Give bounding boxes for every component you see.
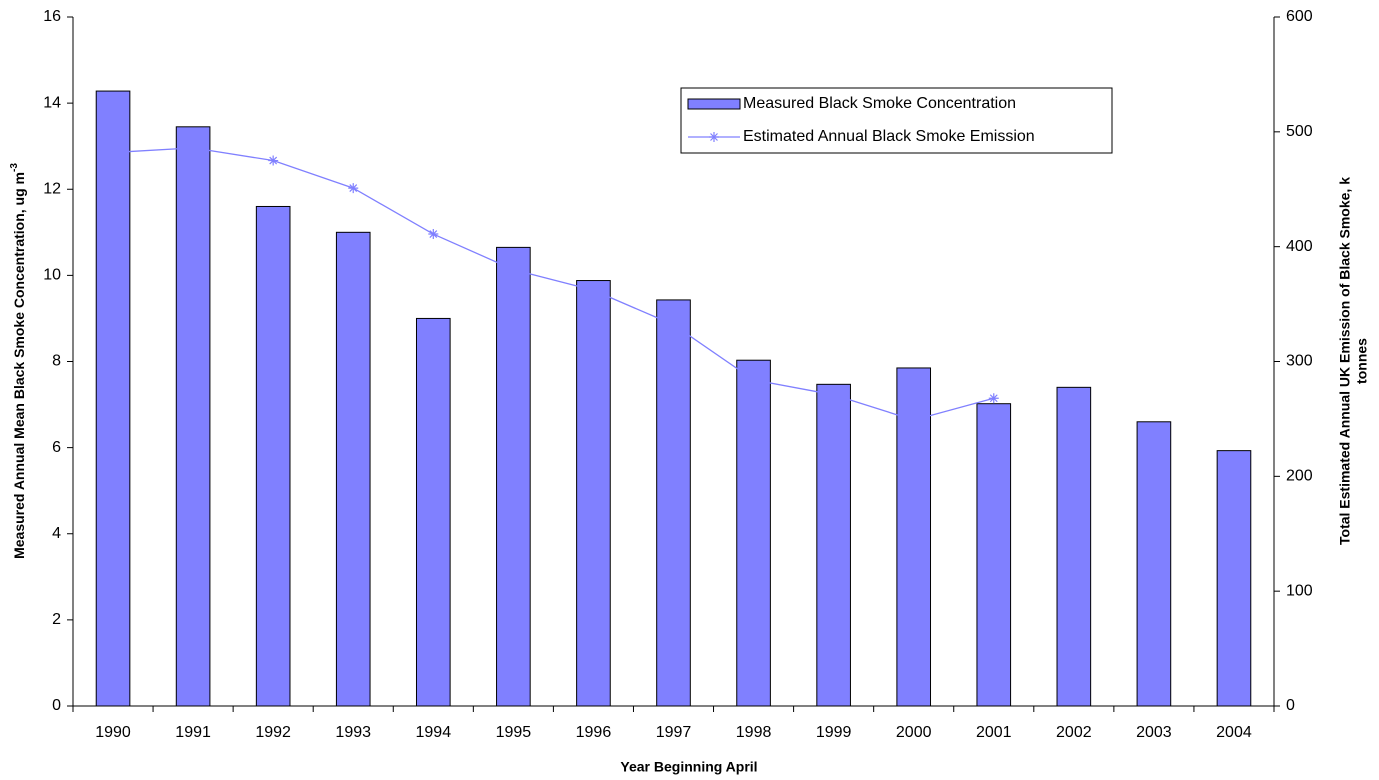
legend-label: Measured Black Smoke Concentration xyxy=(743,95,1016,112)
x-tick-label: 1992 xyxy=(255,724,291,741)
y-axis-label: Measured Annual Mean Black Smoke Concent… xyxy=(9,163,27,559)
y-tick-label: 2 xyxy=(52,611,61,628)
line-marker xyxy=(748,374,759,385)
y-tick-label: 0 xyxy=(52,697,61,714)
x-axis-label: Year Beginning April xyxy=(620,759,757,775)
x-tick-label: 2004 xyxy=(1216,724,1252,741)
y2-tick-label: 200 xyxy=(1286,468,1313,485)
line-marker xyxy=(988,393,999,404)
line-marker xyxy=(108,147,119,158)
bar xyxy=(1136,421,1172,707)
y2-axis-label: Total Estimated Annual UK Emission of Bl… xyxy=(1337,177,1353,545)
bar xyxy=(335,231,371,707)
line-marker xyxy=(268,155,279,166)
y-axis-label-text: Measured Annual Mean Black Smoke Concent… xyxy=(11,172,27,559)
bar xyxy=(496,246,531,707)
bar xyxy=(816,383,851,707)
y2-tick-label: 600 xyxy=(1286,8,1313,25)
x-tick-label: 2000 xyxy=(896,724,932,741)
bar xyxy=(656,299,691,707)
y2-tick-label: 400 xyxy=(1286,238,1313,255)
y-tick-label: 8 xyxy=(52,353,61,370)
y-tick-label: 12 xyxy=(43,180,61,197)
y-tick-label: 16 xyxy=(43,8,61,25)
line xyxy=(112,147,994,421)
bar xyxy=(95,90,131,707)
y-tick-label: 4 xyxy=(52,525,61,542)
legend-label: Estimated Annual Black Smoke Emission xyxy=(743,128,1035,145)
x-tick-label: 1998 xyxy=(736,724,772,741)
y2-tick-label: 500 xyxy=(1286,123,1313,140)
bar xyxy=(576,280,611,707)
x-tick-label: 1990 xyxy=(95,724,131,741)
line-marker xyxy=(188,142,199,153)
y2-tick-label: 300 xyxy=(1286,353,1313,370)
y2-tick-label: 100 xyxy=(1286,582,1313,599)
x-tick-label: 1999 xyxy=(816,724,852,741)
x-tick-label: 2002 xyxy=(1056,724,1092,741)
bar xyxy=(1216,450,1252,707)
line-marker xyxy=(508,264,519,275)
x-tick-label: 1991 xyxy=(175,724,211,741)
bar xyxy=(976,403,1012,707)
line-marker xyxy=(588,285,599,296)
x-tick-label: 1994 xyxy=(416,724,452,741)
x-tick-label: 1997 xyxy=(656,724,692,741)
line-marker xyxy=(908,415,919,426)
bar xyxy=(415,317,451,707)
bar xyxy=(255,205,291,707)
x-tick-label: 1993 xyxy=(335,724,371,741)
line-marker xyxy=(709,132,719,142)
x-tick-label: 1995 xyxy=(496,724,532,741)
legend-box xyxy=(680,87,1113,154)
line-marker xyxy=(428,229,439,240)
bar xyxy=(1056,386,1092,707)
line-marker xyxy=(348,183,359,194)
legend: Measured Black Smoke Concentration Estima… xyxy=(680,87,1113,154)
bar xyxy=(175,126,211,707)
y-tick-label: 10 xyxy=(43,267,61,284)
x-tick-label: 2001 xyxy=(976,724,1012,741)
y2-tick-label: 0 xyxy=(1286,697,1295,714)
y-axis-label-superscript: -3 xyxy=(9,163,20,172)
y2-axis-label: tonnes xyxy=(1354,338,1370,384)
y-tick-label: 6 xyxy=(52,439,61,456)
x-tick-label: 1996 xyxy=(576,724,612,741)
y-tick-label: 14 xyxy=(43,94,61,111)
line-marker xyxy=(828,389,839,400)
bar xyxy=(736,359,771,707)
x-tick-label: 2003 xyxy=(1136,724,1172,741)
legend-swatch xyxy=(687,98,741,110)
line-marker xyxy=(668,319,679,330)
